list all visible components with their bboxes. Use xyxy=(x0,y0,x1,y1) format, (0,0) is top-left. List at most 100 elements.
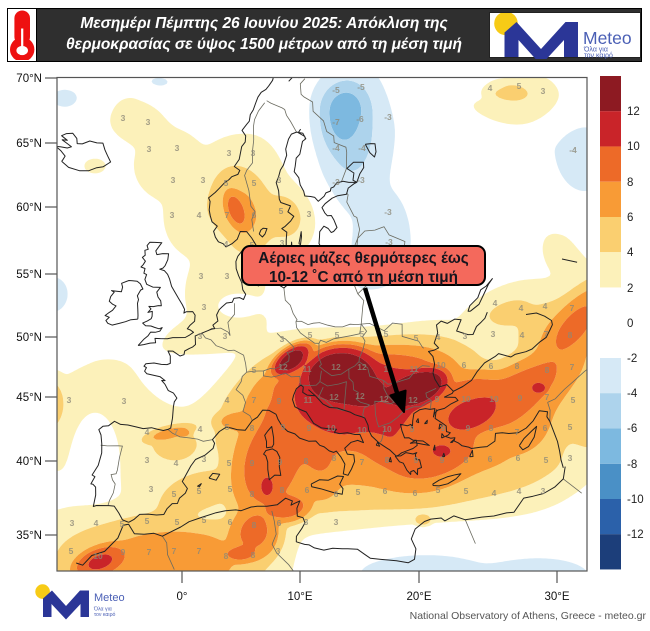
svg-text:8: 8 xyxy=(251,550,256,560)
svg-text:4: 4 xyxy=(198,424,203,434)
svg-text:3: 3 xyxy=(491,329,496,339)
svg-text:3: 3 xyxy=(121,113,126,123)
svg-text:6: 6 xyxy=(252,210,257,220)
svg-text:3: 3 xyxy=(307,209,312,219)
svg-text:5: 5 xyxy=(308,330,313,340)
svg-text:8: 8 xyxy=(545,365,550,375)
svg-text:4: 4 xyxy=(519,303,524,313)
svg-text:4: 4 xyxy=(224,239,229,249)
svg-text:5: 5 xyxy=(571,395,576,405)
svg-text:8: 8 xyxy=(250,423,255,433)
svg-text:10: 10 xyxy=(326,423,336,433)
svg-text:4: 4 xyxy=(145,427,150,437)
svg-text:5: 5 xyxy=(69,546,74,556)
svg-text:-8: -8 xyxy=(627,459,637,471)
svg-text:5: 5 xyxy=(360,329,365,339)
svg-text:35°N: 35°N xyxy=(16,530,42,542)
svg-text:4: 4 xyxy=(543,301,548,311)
svg-text:20°E: 20°E xyxy=(406,591,431,603)
svg-text:4: 4 xyxy=(197,210,202,220)
svg-text:-3: -3 xyxy=(332,177,340,187)
svg-text:3: 3 xyxy=(146,117,151,127)
svg-text:5: 5 xyxy=(544,455,549,465)
svg-text:4: 4 xyxy=(627,247,634,259)
svg-text:6: 6 xyxy=(228,517,233,527)
svg-text:2: 2 xyxy=(627,283,633,295)
svg-text:65°N: 65°N xyxy=(16,138,42,150)
svg-text:4: 4 xyxy=(436,332,441,342)
svg-text:10: 10 xyxy=(382,424,392,434)
svg-text:3: 3 xyxy=(149,484,154,494)
svg-text:6: 6 xyxy=(383,486,388,496)
svg-text:3: 3 xyxy=(170,210,175,220)
svg-text:-4: -4 xyxy=(627,388,638,400)
svg-text:5: 5 xyxy=(252,178,257,188)
svg-text:-2: -2 xyxy=(627,353,637,365)
svg-text:3: 3 xyxy=(541,86,546,96)
svg-text:4: 4 xyxy=(493,298,498,308)
svg-text:11: 11 xyxy=(410,364,419,374)
svg-text:10: 10 xyxy=(357,425,367,435)
svg-text:7: 7 xyxy=(252,395,257,405)
svg-text:8: 8 xyxy=(252,520,257,530)
svg-text:7: 7 xyxy=(544,329,549,339)
svg-text:8: 8 xyxy=(627,177,633,189)
svg-text:9: 9 xyxy=(518,393,523,403)
svg-text:3: 3 xyxy=(304,517,309,527)
svg-text:4: 4 xyxy=(225,395,230,405)
svg-text:8: 8 xyxy=(250,489,255,499)
svg-text:9: 9 xyxy=(307,423,312,433)
svg-text:12: 12 xyxy=(355,391,365,401)
svg-text:3: 3 xyxy=(541,486,546,496)
svg-text:3: 3 xyxy=(280,238,285,248)
svg-text:30°E: 30°E xyxy=(544,591,569,603)
svg-text:6: 6 xyxy=(489,361,494,371)
svg-text:6: 6 xyxy=(488,454,493,464)
svg-text:3: 3 xyxy=(568,453,573,463)
svg-text:7: 7 xyxy=(174,427,179,437)
svg-text:4: 4 xyxy=(517,486,522,496)
svg-text:-3: -3 xyxy=(385,237,393,247)
svg-text:7: 7 xyxy=(172,546,177,556)
svg-text:9: 9 xyxy=(414,455,419,465)
svg-text:5: 5 xyxy=(464,486,469,496)
svg-text:τον καιρό: τον καιρό xyxy=(584,52,613,60)
svg-text:3: 3 xyxy=(276,546,281,556)
svg-text:8: 8 xyxy=(304,456,309,466)
svg-text:6: 6 xyxy=(627,212,633,224)
svg-text:50°N: 50°N xyxy=(16,332,42,344)
svg-text:-3: -3 xyxy=(384,207,392,217)
svg-text:5: 5 xyxy=(335,330,340,340)
svg-text:7: 7 xyxy=(570,362,575,372)
svg-text:6: 6 xyxy=(334,489,339,499)
svg-text:5: 5 xyxy=(202,515,207,525)
svg-text:-6: -6 xyxy=(356,114,364,124)
svg-text:8: 8 xyxy=(280,485,285,495)
svg-text:6: 6 xyxy=(305,485,310,495)
svg-text:3: 3 xyxy=(227,148,232,158)
svg-text:12: 12 xyxy=(379,394,389,404)
svg-text:3: 3 xyxy=(67,395,72,405)
svg-text:9: 9 xyxy=(441,423,446,433)
svg-text:-10: -10 xyxy=(627,494,644,506)
svg-text:6: 6 xyxy=(462,360,467,370)
svg-text:9: 9 xyxy=(435,394,440,404)
svg-text:7: 7 xyxy=(545,392,550,402)
svg-text:3: 3 xyxy=(122,396,127,406)
svg-text:3: 3 xyxy=(463,331,468,341)
svg-text:5: 5 xyxy=(145,516,150,526)
svg-text:8: 8 xyxy=(464,455,469,465)
svg-text:-5: -5 xyxy=(332,85,340,95)
svg-text:Meteo: Meteo xyxy=(94,592,125,604)
svg-text:7: 7 xyxy=(360,457,365,467)
svg-text:5: 5 xyxy=(279,206,284,216)
svg-text:8: 8 xyxy=(332,453,337,463)
svg-text:55°N: 55°N xyxy=(16,269,42,281)
svg-text:12: 12 xyxy=(357,362,367,372)
svg-text:5: 5 xyxy=(356,487,361,497)
svg-text:7: 7 xyxy=(515,427,520,437)
svg-text:-7: -7 xyxy=(332,117,340,127)
svg-text:6: 6 xyxy=(277,518,282,528)
svg-text:5: 5 xyxy=(197,486,202,496)
svg-text:3: 3 xyxy=(225,271,230,281)
